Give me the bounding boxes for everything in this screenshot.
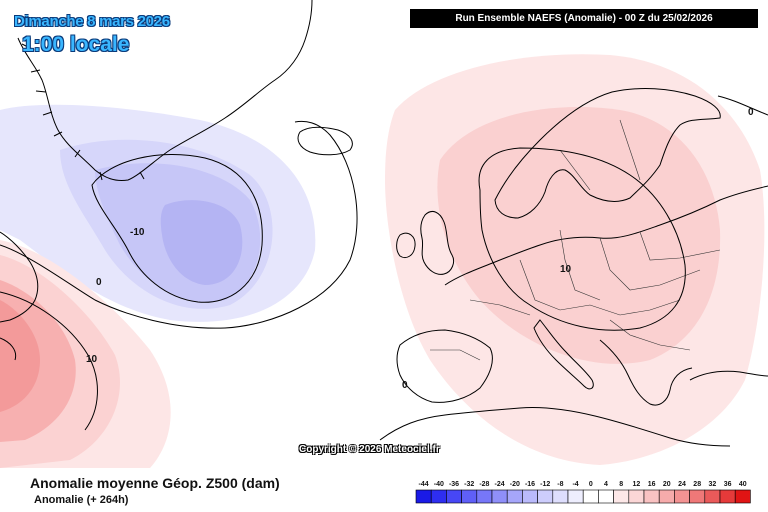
legend-swatches <box>415 489 751 504</box>
contour-minus-10 <box>91 153 263 303</box>
legend-swatch <box>674 489 690 504</box>
legend-tick-label: -8 <box>557 481 563 488</box>
legend-swatch <box>582 489 599 504</box>
contour-label: 0 <box>96 277 102 288</box>
color-scale-legend: -44 -40 -36 -32 -28 -24 -20 -16 -12 -8 -4 0 4 8 12 16 20… <box>415 481 751 504</box>
contour-label: 10 <box>560 264 572 275</box>
legend-swatch <box>734 489 751 504</box>
legend-swatch <box>567 489 584 504</box>
legend-swatch <box>506 489 523 504</box>
legend-swatch <box>658 489 675 504</box>
negative-anomaly-shading <box>0 104 316 322</box>
legend-swatch <box>552 489 569 504</box>
contour-ten-west <box>0 291 98 431</box>
footer-title: Anomalie moyenne Géop. Z500 (dam) <box>30 475 280 491</box>
legend-swatch <box>461 489 478 504</box>
legend-swatch <box>491 489 508 504</box>
contour-zero-east <box>717 95 768 116</box>
legend-tick-label: 24 <box>678 481 686 488</box>
contour-label: 0 <box>402 380 408 391</box>
legend-swatch <box>704 489 721 504</box>
legend-swatch <box>719 489 736 504</box>
legend-swatch <box>598 489 614 504</box>
forecast-date: Dimanche 8 mars 2026 <box>14 13 170 30</box>
ireland-coast <box>396 232 416 259</box>
contour-label: 0 <box>748 107 754 118</box>
legend-tick-label: -44 <box>419 481 429 488</box>
legend-tick-label: 4 <box>604 481 608 488</box>
legend-tick-label: 40 <box>739 481 747 488</box>
balkans-coast <box>599 339 693 406</box>
legend-swatch <box>643 489 660 504</box>
legend-swatch <box>430 489 447 504</box>
legend-tick-label: -16 <box>525 481 535 488</box>
legend-tick-label: -12 <box>540 481 550 488</box>
scandinavia-coast <box>494 88 721 219</box>
contour-ten-europe <box>478 147 686 331</box>
legend-swatch <box>689 489 706 504</box>
legend-swatch <box>446 489 462 504</box>
positive-anomaly-shading-west <box>0 240 171 468</box>
legend-tick-label: -24 <box>495 481 505 488</box>
contour-label: 10 <box>86 354 98 365</box>
legend-tick-label: 20 <box>663 481 671 488</box>
italy-coast <box>533 319 594 390</box>
run-info-banner: Run Ensemble NAEFS (Anomalie) - 00 Z du … <box>410 9 758 28</box>
iceland-coast <box>297 126 353 156</box>
legend-tick-label: -32 <box>464 481 474 488</box>
legend-swatch <box>522 489 538 504</box>
legend-tick-label: 0 <box>589 481 593 488</box>
legend-tick-label: -4 <box>572 481 578 488</box>
footer-subtitle: Anomalie (+ 264h) <box>34 494 129 506</box>
legend-swatch <box>628 489 645 504</box>
legend-swatch <box>476 489 493 504</box>
country-borders <box>430 119 721 361</box>
legend-tick-label: 16 <box>648 481 656 488</box>
legend-swatch <box>415 489 432 504</box>
forecast-time: 1:00 locale <box>22 33 130 56</box>
legend-tick-label: 32 <box>709 481 717 488</box>
contour-zero-west <box>0 120 358 329</box>
legend-tick-label: -36 <box>449 481 459 488</box>
legend-swatch <box>537 489 554 504</box>
positive-anomaly-shading-europe <box>385 54 765 465</box>
contour-lines <box>0 95 768 431</box>
legend-tick-label: 8 <box>619 481 623 488</box>
legend-tick-label: -40 <box>434 481 444 488</box>
labrador-coast <box>0 231 39 323</box>
contour-label: -10 <box>130 227 145 238</box>
legend-tick-label: 36 <box>724 481 732 488</box>
north-africa-coast <box>379 407 731 447</box>
legend-tick-label: 28 <box>693 481 701 488</box>
legend-tick-label: -20 <box>510 481 520 488</box>
legend-tick-label: 12 <box>633 481 641 488</box>
iberia-coast <box>396 329 493 403</box>
contour-label-group: -10 0 10 10 0 0 <box>86 107 754 391</box>
turkey-coast <box>689 370 768 381</box>
legend-tick-label: -28 <box>479 481 489 488</box>
greenland-coast <box>17 0 313 181</box>
britain-coast <box>420 211 455 275</box>
legend-tick-labels: -44 -40 -36 -32 -28 -24 -20 -16 -12 -8 -4 0 4 8 12 16 20… <box>419 481 747 488</box>
legend-swatch <box>613 489 630 504</box>
copyright-notice: Copyright © 2026 Meteociel.fr <box>299 444 440 455</box>
